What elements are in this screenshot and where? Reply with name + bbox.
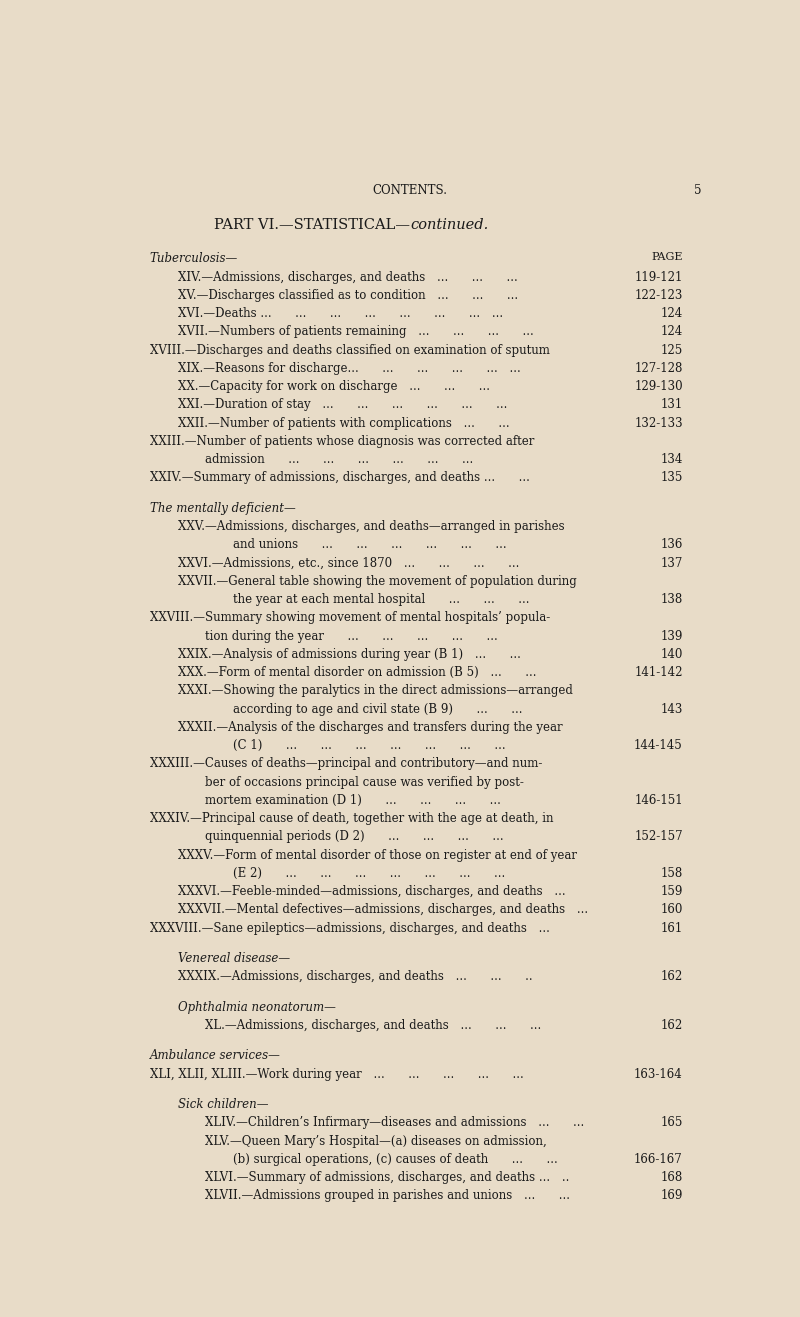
Text: XXI.—Duration of stay ...  ...  ...  ...  ...  ...: XXI.—Duration of stay ... ... ... ... ..… <box>178 398 507 411</box>
Text: 169: 169 <box>661 1189 682 1202</box>
Text: 122-123: 122-123 <box>634 288 682 302</box>
Text: 140: 140 <box>661 648 682 661</box>
Text: XXVIII.—Summary showing movement of mental hospitals’ popula-: XXVIII.—Summary showing movement of ment… <box>150 611 550 624</box>
Text: XLV.—Queen Mary’s Hospital—(a) diseases on admission,: XLV.—Queen Mary’s Hospital—(a) diseases … <box>206 1135 547 1147</box>
Text: and unions  ...  ...  ...  ...  ...  ...: and unions ... ... ... ... ... ... <box>234 539 507 552</box>
Text: 162: 162 <box>661 1019 682 1033</box>
Text: XXXIX.—Admissions, discharges, and deaths ...  ...  ..: XXXIX.—Admissions, discharges, and death… <box>178 971 532 984</box>
Text: 136: 136 <box>661 539 682 552</box>
Text: XXXVIII.—Sane epileptics—admissions, discharges, and deaths ...: XXXVIII.—Sane epileptics—admissions, dis… <box>150 922 550 935</box>
Text: 141-142: 141-142 <box>634 666 682 680</box>
Text: 158: 158 <box>661 867 682 880</box>
Text: mortem examination (D 1)  ...  ...  ...  ...: mortem examination (D 1) ... ... ... ... <box>206 794 502 807</box>
Text: XLVI.—Summary of admissions, discharges, and deaths ... ..: XLVI.—Summary of admissions, discharges,… <box>206 1171 570 1184</box>
Text: XXII.—Number of patients with complications ...  ...: XXII.—Number of patients with complicati… <box>178 416 509 429</box>
Text: Ambulance services—: Ambulance services— <box>150 1050 281 1063</box>
Text: XXIII.—Number of patients whose diagnosis was corrected after: XXIII.—Number of patients whose diagnosi… <box>150 435 534 448</box>
Text: 124: 124 <box>661 325 682 338</box>
Text: 132-133: 132-133 <box>634 416 682 429</box>
Text: admission  ...  ...  ...  ...  ...  ...: admission ... ... ... ... ... ... <box>206 453 474 466</box>
Text: Ophthalmia neonatorum—: Ophthalmia neonatorum— <box>178 1001 335 1014</box>
Text: Venereal disease—: Venereal disease— <box>178 952 290 965</box>
Text: 135: 135 <box>661 471 682 485</box>
Text: 152-157: 152-157 <box>634 831 682 843</box>
Text: ber of occasions principal cause was verified by post-: ber of occasions principal cause was ver… <box>206 776 524 789</box>
Text: XVIII.—Discharges and deaths classified on examination of sputum: XVIII.—Discharges and deaths classified … <box>150 344 550 357</box>
Text: 127-128: 127-128 <box>634 362 682 375</box>
Text: XXVI.—Admissions, etc., since 1870 ...  ...  ...  ...: XXVI.—Admissions, etc., since 1870 ... .… <box>178 557 519 569</box>
Text: 143: 143 <box>661 702 682 715</box>
Text: 159: 159 <box>661 885 682 898</box>
Text: XXVII.—General table showing the movement of population during: XXVII.—General table showing the movemen… <box>178 574 576 587</box>
Text: XXXIV.—Principal cause of death, together with the age at death, in: XXXIV.—Principal cause of death, togethe… <box>150 813 553 826</box>
Text: XXXIII.—Causes of deaths—principal and contributory—and num-: XXXIII.—Causes of deaths—principal and c… <box>150 757 542 770</box>
Text: continued.: continued. <box>410 217 488 232</box>
Text: 139: 139 <box>661 630 682 643</box>
Text: XXIV.—Summary of admissions, discharges, and deaths ...  ...: XXIV.—Summary of admissions, discharges,… <box>150 471 530 485</box>
Text: 134: 134 <box>661 453 682 466</box>
Text: XVI.—Deaths ...  ...  ...  ...  ...  ...  ... ...: XVI.—Deaths ... ... ... ... ... ... ... … <box>178 307 502 320</box>
Text: The mentally deficient—: The mentally deficient— <box>150 502 295 515</box>
Text: 144-145: 144-145 <box>634 739 682 752</box>
Text: XX.—Capacity for work on discharge ...  ...  ...: XX.—Capacity for work on discharge ... .… <box>178 381 490 394</box>
Text: (C 1)  ...  ...  ...  ...  ...  ...  ...: (C 1) ... ... ... ... ... ... ... <box>234 739 506 752</box>
Text: 165: 165 <box>661 1117 682 1130</box>
Text: XXXVII.—Mental defectives—admissions, discharges, and deaths ...: XXXVII.—Mental defectives—admissions, di… <box>178 903 588 917</box>
Text: tion during the year  ...  ...  ...  ...  ...: tion during the year ... ... ... ... ... <box>206 630 498 643</box>
Text: XLVII.—Admissions grouped in parishes and unions ...  ...: XLVII.—Admissions grouped in parishes an… <box>206 1189 570 1202</box>
Text: XXXI.—Showing the paralytics in the direct admissions—arranged: XXXI.—Showing the paralytics in the dire… <box>178 685 572 698</box>
Text: (E 2)  ...  ...  ...  ...  ...  ...  ...: (E 2) ... ... ... ... ... ... ... <box>234 867 506 880</box>
Text: 166-167: 166-167 <box>634 1152 682 1166</box>
Text: 137: 137 <box>661 557 682 569</box>
Text: 131: 131 <box>661 398 682 411</box>
Text: quinquennial periods (D 2)  ...  ...  ...  ...: quinquennial periods (D 2) ... ... ... .… <box>206 831 504 843</box>
Text: XLI, XLII, XLIII.—Work during year ...  ...  ...  ...  ...: XLI, XLII, XLIII.—Work during year ... .… <box>150 1068 523 1081</box>
Text: 138: 138 <box>661 593 682 606</box>
Text: 124: 124 <box>661 307 682 320</box>
Text: XVII.—Numbers of patients remaining ...  ...  ...  ...: XVII.—Numbers of patients remaining ... … <box>178 325 534 338</box>
Text: 160: 160 <box>661 903 682 917</box>
Text: 162: 162 <box>661 971 682 984</box>
Text: 161: 161 <box>661 922 682 935</box>
Text: the year at each mental hospital  ...  ...  ...: the year at each mental hospital ... ...… <box>234 593 530 606</box>
Text: Sick children—: Sick children— <box>178 1098 268 1112</box>
Text: XXXV.—Form of mental disorder of those on register at end of year: XXXV.—Form of mental disorder of those o… <box>178 848 577 861</box>
Text: XXXII.—Analysis of the discharges and transfers during the year: XXXII.—Analysis of the discharges and tr… <box>178 720 562 734</box>
Text: XXX.—Form of mental disorder on admission (B 5) ...  ...: XXX.—Form of mental disorder on admissio… <box>178 666 536 680</box>
Text: 5: 5 <box>694 184 702 198</box>
Text: according to age and civil state (B 9)  ...  ...: according to age and civil state (B 9) .… <box>234 702 523 715</box>
Text: 168: 168 <box>661 1171 682 1184</box>
Text: XIV.—Admissions, discharges, and deaths ...  ...  ...: XIV.—Admissions, discharges, and deaths … <box>178 270 518 283</box>
Text: 119-121: 119-121 <box>634 270 682 283</box>
Text: 146-151: 146-151 <box>634 794 682 807</box>
Text: 125: 125 <box>661 344 682 357</box>
Text: XLIV.—Children’s Infirmary—diseases and admissions ...  ...: XLIV.—Children’s Infirmary—diseases and … <box>206 1117 585 1130</box>
Text: XXV.—Admissions, discharges, and deaths—arranged in parishes: XXV.—Admissions, discharges, and deaths—… <box>178 520 564 533</box>
Text: XXXVI.—Feeble-minded—admissions, discharges, and deaths ...: XXXVI.—Feeble-minded—admissions, dischar… <box>178 885 565 898</box>
Text: PART VI.—STATISTICAL—: PART VI.—STATISTICAL— <box>214 217 410 232</box>
Text: 163-164: 163-164 <box>634 1068 682 1081</box>
Text: XL.—Admissions, discharges, and deaths ...  ...  ...: XL.—Admissions, discharges, and deaths .… <box>206 1019 542 1033</box>
Text: XIX.—Reasons for discharge...  ...  ...  ...  ... ...: XIX.—Reasons for discharge... ... ... ..… <box>178 362 520 375</box>
Text: CONTENTS.: CONTENTS. <box>373 184 447 198</box>
Text: Tuberculosis—: Tuberculosis— <box>150 253 238 265</box>
Text: (b) surgical operations, (c) causes of death  ...  ...: (b) surgical operations, (c) causes of d… <box>234 1152 558 1166</box>
Text: XXIX.—Analysis of admissions during year (B 1) ...  ...: XXIX.—Analysis of admissions during year… <box>178 648 520 661</box>
Text: 129-130: 129-130 <box>634 381 682 394</box>
Text: PAGE: PAGE <box>651 253 682 262</box>
Text: XV.—Discharges classified as to condition ...  ...  ...: XV.—Discharges classified as to conditio… <box>178 288 518 302</box>
